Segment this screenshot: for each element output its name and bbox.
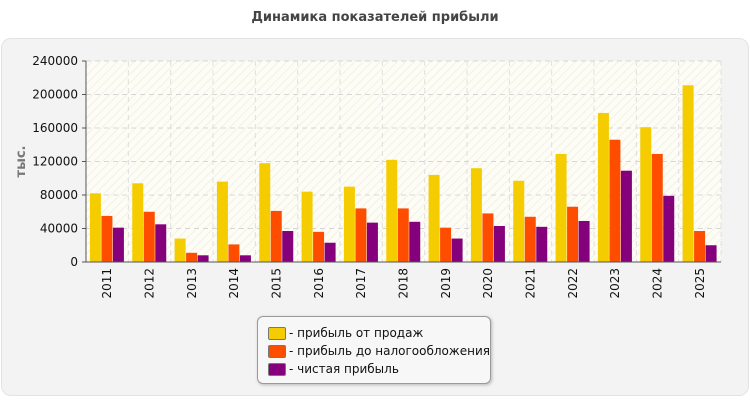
bar-2018-series-2 xyxy=(397,208,409,262)
x-tick-label: 2023 xyxy=(608,268,622,299)
x-tick-label: 2024 xyxy=(651,268,665,299)
x-tick-label: 2012 xyxy=(143,268,157,299)
x-tick-label: 2014 xyxy=(227,268,241,299)
bar-2016-series-3 xyxy=(324,242,336,262)
bar-2024-series-1 xyxy=(640,127,652,262)
legend-swatch-pretax-profit xyxy=(268,345,286,358)
bar-2014-series-3 xyxy=(239,255,251,262)
bar-2025-series-2 xyxy=(694,231,706,262)
x-tick-label: 2011 xyxy=(100,268,114,299)
x-tick-label: 2017 xyxy=(354,268,368,299)
x-tick-label: 2015 xyxy=(270,268,284,299)
chart-title: Динамика показателей прибыли xyxy=(251,10,499,25)
bar-2012-series-3 xyxy=(155,224,167,262)
bar-2020-series-3 xyxy=(493,225,505,262)
bar-2017-series-3 xyxy=(366,222,378,262)
bar-2025-series-3 xyxy=(705,245,717,262)
bar-2024-series-2 xyxy=(651,153,663,262)
legend-swatch-net-profit xyxy=(268,363,286,376)
bar-2012-series-1 xyxy=(132,183,144,262)
x-tick-label: 2013 xyxy=(185,268,199,299)
legend-label-net-profit: - чистая прибыль xyxy=(289,362,399,376)
x-tick-label: 2022 xyxy=(566,268,580,299)
bar-2022-series-2 xyxy=(567,206,579,262)
bar-2017-series-2 xyxy=(355,208,367,262)
bar-2017-series-1 xyxy=(343,186,355,262)
bar-2013-series-1 xyxy=(174,238,186,262)
bar-2016-series-2 xyxy=(313,231,325,262)
bar-2023-series-3 xyxy=(620,170,632,262)
legend: - прибыль от продаж - прибыль до налогоо… xyxy=(257,316,491,384)
bar-2022-series-1 xyxy=(555,153,567,262)
y-tick-label: 160000 xyxy=(32,121,78,135)
bar-2011-series-3 xyxy=(112,227,124,262)
x-tick-label: 2021 xyxy=(524,268,538,299)
legend-label-sales-profit: - прибыль от продаж xyxy=(289,326,424,340)
legend-item-sales-profit: - прибыль от продаж xyxy=(268,325,423,341)
bar-2019-series-1 xyxy=(428,174,440,262)
x-tick-label: 2019 xyxy=(439,268,453,299)
bar-2013-series-2 xyxy=(186,252,198,262)
bar-2015-series-2 xyxy=(270,210,282,262)
bar-2014-series-1 xyxy=(216,181,228,262)
bar-2015-series-3 xyxy=(282,231,294,262)
y-axis-label: тыс. xyxy=(14,146,29,178)
bar-2019-series-3 xyxy=(451,238,463,262)
y-tick-label: 40000 xyxy=(40,222,78,236)
bar-2015-series-1 xyxy=(259,163,271,262)
x-tick-label: 2025 xyxy=(693,268,707,299)
bar-2014-series-2 xyxy=(228,244,240,262)
y-tick-label: 200000 xyxy=(32,88,78,102)
legend-swatch-sales-profit xyxy=(268,327,286,340)
bar-2020-series-1 xyxy=(470,168,482,262)
bar-2021-series-2 xyxy=(524,216,536,262)
bar-2021-series-1 xyxy=(513,180,525,262)
legend-item-net-profit: - чистая прибыль xyxy=(268,361,399,377)
y-tick-label: 120000 xyxy=(32,155,78,169)
bar-2023-series-2 xyxy=(609,139,621,262)
legend-label-pretax-profit: - прибыль до налогообложения xyxy=(289,344,490,358)
bar-2016-series-1 xyxy=(301,191,313,262)
bar-2012-series-2 xyxy=(143,211,155,262)
x-tick-label: 2018 xyxy=(397,268,411,299)
bar-2020-series-2 xyxy=(482,213,494,262)
bar-2011-series-2 xyxy=(101,215,113,262)
bar-2025-series-1 xyxy=(682,85,694,262)
y-tick-label: 0 xyxy=(70,255,78,269)
bar-2018-series-1 xyxy=(386,159,398,262)
x-tick-label: 2020 xyxy=(481,268,495,299)
bar-2011-series-1 xyxy=(89,193,101,262)
bar-2021-series-3 xyxy=(536,226,548,262)
bar-2013-series-3 xyxy=(197,255,209,262)
bar-2024-series-3 xyxy=(663,195,675,262)
bar-2023-series-1 xyxy=(597,112,609,262)
bar-2019-series-2 xyxy=(440,227,452,262)
legend-item-pretax-profit: - прибыль до налогообложения xyxy=(268,343,490,359)
y-tick-label: 80000 xyxy=(40,188,78,202)
x-tick-label: 2016 xyxy=(312,268,326,299)
bar-2022-series-3 xyxy=(578,220,590,262)
y-tick-label: 240000 xyxy=(32,54,78,68)
bar-2018-series-3 xyxy=(409,221,421,262)
